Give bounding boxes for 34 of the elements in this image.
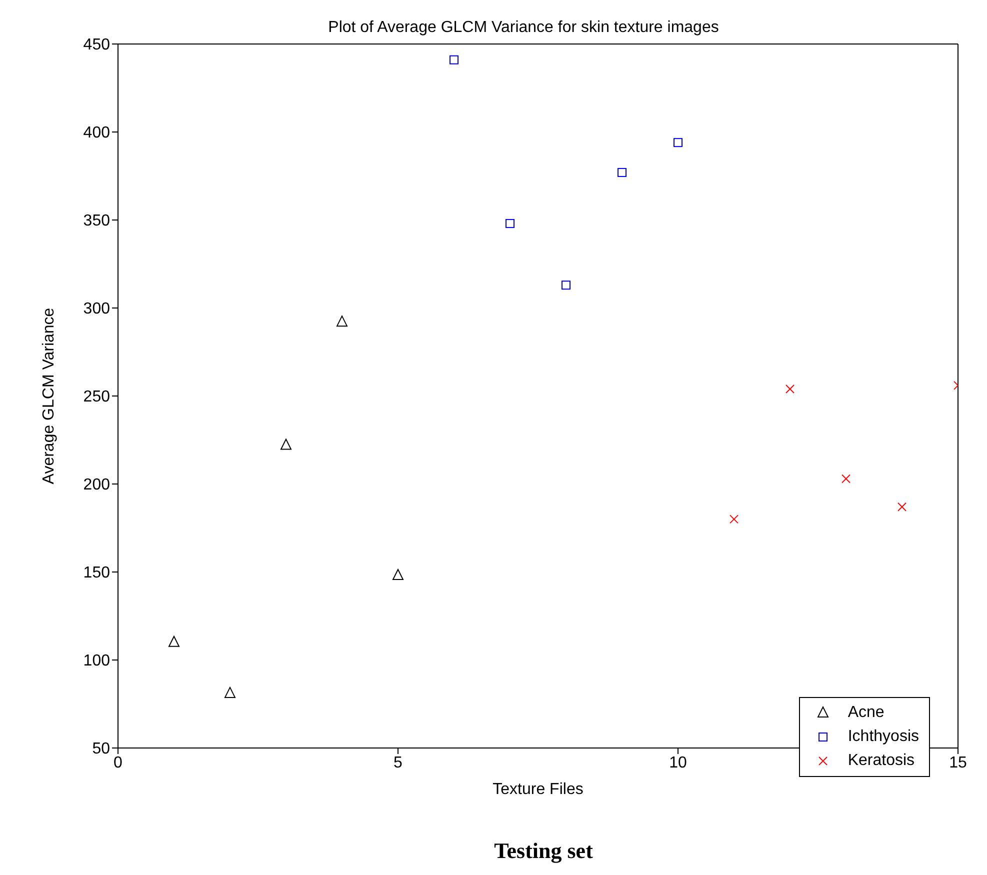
x-tick-label: 5	[394, 754, 403, 772]
chart-title: Plot of Average GLCM Variance for skin texture images	[328, 19, 719, 36]
legend-label: Acne	[848, 704, 884, 722]
y-tick-label: 300	[83, 300, 110, 318]
point	[618, 168, 626, 177]
point	[224, 686, 236, 698]
y-tick-label: 350	[83, 212, 110, 230]
point	[786, 384, 794, 394]
x-axis-title: Texture Files	[492, 781, 584, 798]
y-tick-label: 100	[83, 652, 110, 670]
legend-label: Ichthyosis	[848, 728, 919, 746]
text: Testing set	[493, 838, 594, 864]
point	[506, 219, 514, 228]
y-tick-label: 150	[83, 564, 110, 582]
point	[842, 474, 850, 484]
x-tick-label: 10	[669, 754, 687, 772]
point	[562, 280, 570, 290]
point	[168, 636, 180, 647]
y-tick-label: 400	[83, 124, 110, 142]
x-tick-label: 0	[114, 754, 123, 772]
y-axis-title: Average GLCM Variance	[40, 308, 58, 484]
point	[280, 438, 292, 450]
y-tick-label: 200	[83, 476, 110, 494]
point	[674, 138, 682, 148]
point	[898, 502, 906, 512]
point	[450, 55, 458, 64]
legend-label: Keratosis	[848, 752, 915, 770]
point	[392, 569, 404, 580]
point	[336, 316, 348, 327]
y-tick-label: 250	[83, 388, 110, 406]
y-tick-label: 50	[92, 740, 110, 758]
y-tick-label: 450	[83, 36, 110, 54]
x-tick-label: 15	[949, 754, 967, 772]
point	[730, 514, 738, 524]
